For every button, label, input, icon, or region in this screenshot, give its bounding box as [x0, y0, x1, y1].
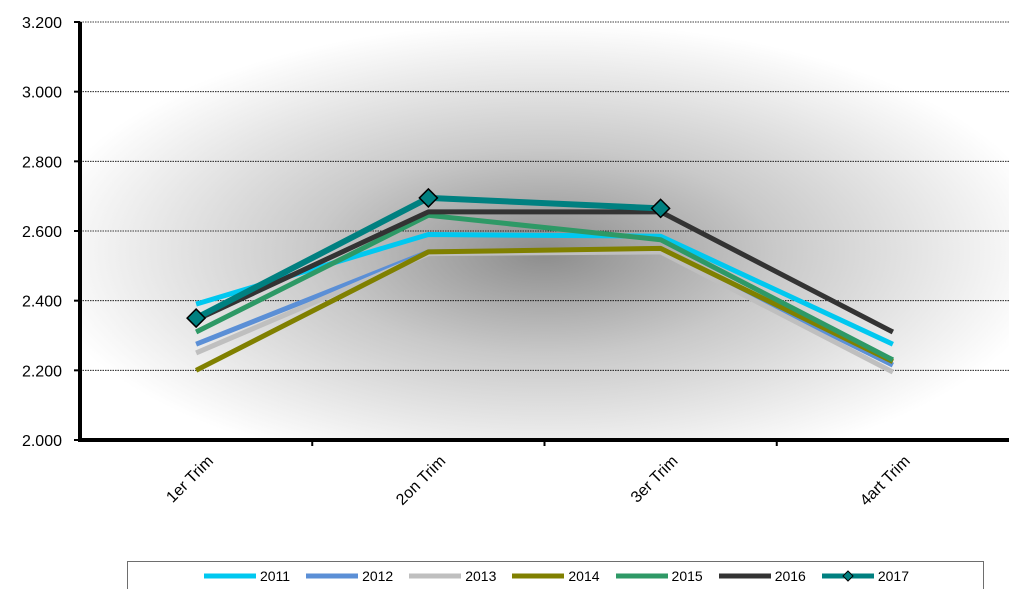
x-tick-labels: 1er Trim 2on Trim 3er Trim 4art Trim	[163, 453, 913, 510]
legend-label: 2012	[362, 568, 393, 584]
y-tick-label: 2.600	[22, 224, 62, 241]
legend-label: 2017	[878, 568, 909, 584]
legend-label: 2014	[568, 568, 599, 584]
legend-label: 2015	[672, 568, 703, 584]
legend-item-2017: 2017	[820, 568, 909, 584]
legend: 2011 2012 2013 2014 2015 2016 2017	[127, 561, 984, 589]
y-tick-label: 2.000	[22, 433, 62, 450]
legend-swatch-2014	[510, 569, 566, 583]
legend-item-2012: 2012	[304, 568, 393, 584]
y-tick-label: 3.200	[22, 15, 62, 32]
legend-item-2011: 2011	[202, 568, 290, 584]
legend-label: 2011	[260, 568, 290, 584]
legend-label: 2016	[775, 568, 806, 584]
legend-swatch-2011	[202, 569, 258, 583]
legend-item-2016: 2016	[717, 568, 806, 584]
legend-item-2014: 2014	[510, 568, 599, 584]
line-chart: 2.000 2.200 2.400 2.600 2.800 3.000 3.200 1er …	[0, 0, 1009, 560]
legend-swatch-2016	[717, 569, 773, 583]
plot-area	[80, 22, 1009, 440]
x-tick-label: 2on Trim	[393, 453, 449, 509]
y-tick-label: 2.200	[22, 363, 62, 380]
y-tick-label: 2.800	[22, 154, 62, 171]
y-tick-labels: 2.000 2.200 2.400 2.600 2.800 3.000 3.200	[22, 15, 62, 450]
legend-swatch-2017	[820, 569, 876, 583]
x-tick-label: 4art Trim	[857, 453, 914, 510]
y-tick-label: 2.400	[22, 294, 62, 311]
legend-swatch-2013	[407, 569, 463, 583]
legend-item-2015: 2015	[614, 568, 703, 584]
legend-swatch-2012	[304, 569, 360, 583]
y-tick-label: 3.000	[22, 85, 62, 102]
legend-label: 2013	[465, 568, 496, 584]
x-tick-label: 3er Trim	[628, 453, 682, 507]
legend-swatch-2015	[614, 569, 670, 583]
x-tick-label: 1er Trim	[163, 453, 217, 507]
legend-item-2013: 2013	[407, 568, 496, 584]
